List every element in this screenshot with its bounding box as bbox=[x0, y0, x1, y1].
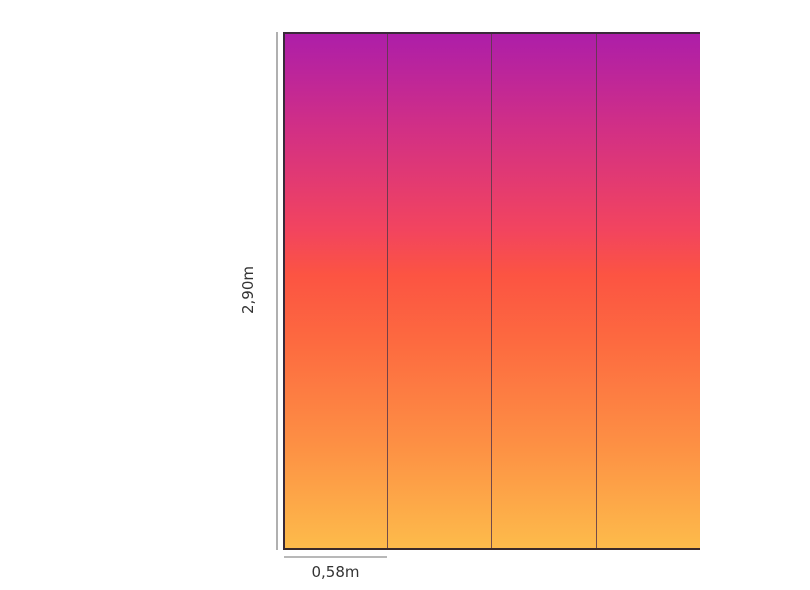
height-dimension-line bbox=[276, 32, 278, 550]
height-label: 2,90m bbox=[239, 265, 257, 315]
panel-divider bbox=[596, 34, 597, 548]
width-dimension-line bbox=[284, 556, 387, 558]
wallpaper-panels bbox=[283, 32, 700, 550]
width-label: 0,58m bbox=[311, 563, 360, 581]
panel-divider bbox=[387, 34, 388, 548]
panel-divider bbox=[491, 34, 492, 548]
